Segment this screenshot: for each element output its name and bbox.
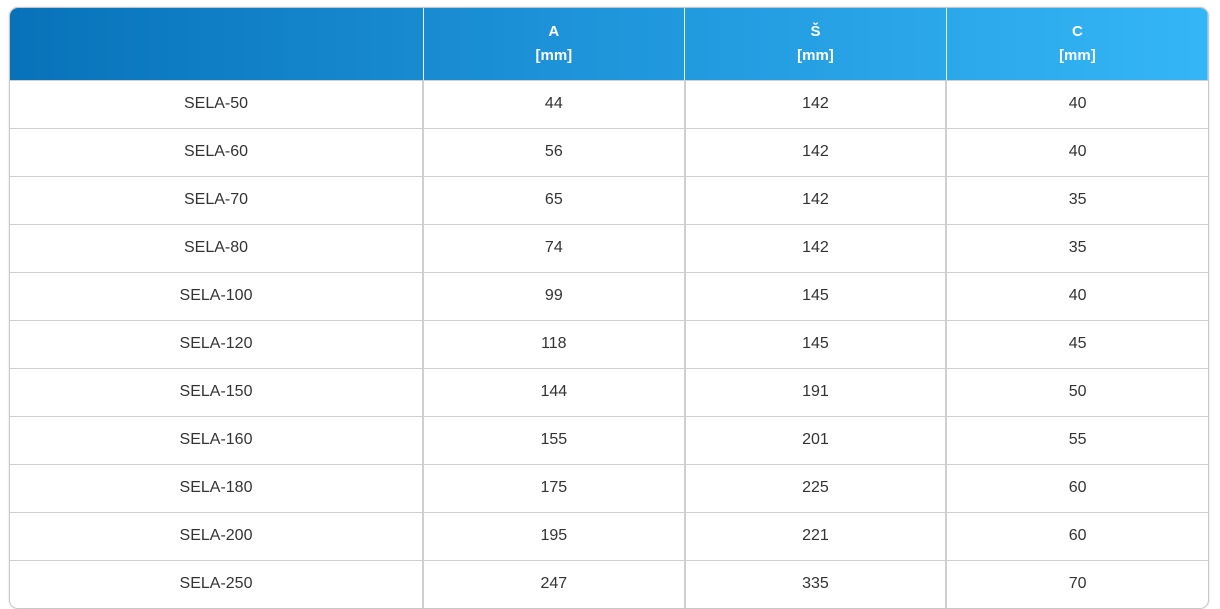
value-cell: 56 (422, 127, 685, 176)
value-cell: 175 (422, 463, 685, 512)
dimensions-table: A [mm] Š [mm] C [mm] SELA-50 44 142 40 SELA-60 56 1… (10, 8, 1208, 608)
value-cell: 145 (683, 319, 947, 368)
model-cell: SELA-250 (10, 559, 423, 608)
value-cell: 144 (422, 367, 685, 416)
table-container: A [mm] Š [mm] C [mm] SELA-50 44 142 40 SELA-60 56 1… (9, 7, 1209, 609)
value-cell: 70 (945, 559, 1208, 608)
value-cell: 35 (945, 175, 1208, 224)
value-cell: 201 (683, 415, 947, 464)
value-cell: 195 (422, 511, 685, 560)
value-cell: 65 (422, 175, 685, 224)
model-cell: SELA-80 (10, 223, 423, 272)
table-row: SELA-150 144 191 50 (10, 367, 1208, 416)
header-row: A [mm] Š [mm] C [mm] (10, 8, 1208, 80)
table-row: SELA-120 118 145 45 (10, 319, 1208, 368)
header-cell: C [mm] (945, 8, 1208, 80)
value-cell: 335 (683, 559, 947, 608)
value-cell: 45 (945, 319, 1208, 368)
table-header: A [mm] Š [mm] C [mm] (10, 8, 1208, 80)
value-cell: 40 (945, 79, 1208, 128)
table-row: SELA-250 247 335 70 (10, 559, 1208, 608)
model-cell: SELA-60 (10, 127, 423, 176)
value-cell: 142 (683, 175, 947, 224)
value-cell: 55 (945, 415, 1208, 464)
table-row: SELA-80 74 142 35 (10, 223, 1208, 272)
value-cell: 145 (683, 271, 947, 320)
value-cell: 221 (683, 511, 947, 560)
value-cell: 40 (945, 271, 1208, 320)
column-name: Š (810, 22, 821, 40)
model-cell: SELA-180 (10, 463, 423, 512)
table-row: SELA-200 195 221 60 (10, 511, 1208, 560)
value-cell: 155 (422, 415, 685, 464)
header-cell (10, 8, 423, 80)
column-unit: [mm] (797, 46, 834, 64)
column-unit: [mm] (535, 46, 573, 64)
value-cell: 50 (945, 367, 1208, 416)
model-cell: SELA-160 (10, 415, 423, 464)
table-row: SELA-70 65 142 35 (10, 175, 1208, 224)
value-cell: 74 (422, 223, 685, 272)
table-row: SELA-60 56 142 40 (10, 127, 1208, 176)
value-cell: 40 (945, 127, 1208, 176)
value-cell: 118 (422, 319, 685, 368)
value-cell: 142 (683, 223, 947, 272)
value-cell: 99 (422, 271, 685, 320)
model-cell: SELA-70 (10, 175, 423, 224)
table-body: SELA-50 44 142 40 SELA-60 56 142 40 SELA-70 65 142… (10, 79, 1208, 608)
value-cell: 225 (683, 463, 947, 512)
value-cell: 191 (683, 367, 947, 416)
value-cell: 142 (683, 127, 947, 176)
value-cell: 35 (945, 223, 1208, 272)
value-cell: 44 (422, 79, 685, 128)
table-row: SELA-160 155 201 55 (10, 415, 1208, 464)
model-cell: SELA-50 (10, 79, 423, 128)
model-cell: SELA-150 (10, 367, 423, 416)
model-cell: SELA-120 (10, 319, 423, 368)
column-unit: [mm] (1059, 46, 1096, 64)
table-row: SELA-50 44 142 40 (10, 79, 1208, 128)
value-cell: 60 (945, 511, 1208, 560)
model-cell: SELA-200 (10, 511, 423, 560)
column-name: C (1071, 22, 1083, 40)
value-cell: 60 (945, 463, 1208, 512)
header-cell: Š [mm] (684, 8, 947, 80)
column-name: A (548, 22, 560, 40)
model-cell: SELA-100 (10, 271, 423, 320)
header-cell: A [mm] (422, 8, 685, 80)
value-cell: 142 (683, 79, 947, 128)
table-row: SELA-100 99 145 40 (10, 271, 1208, 320)
value-cell: 247 (422, 559, 685, 608)
table-row: SELA-180 175 225 60 (10, 463, 1208, 512)
